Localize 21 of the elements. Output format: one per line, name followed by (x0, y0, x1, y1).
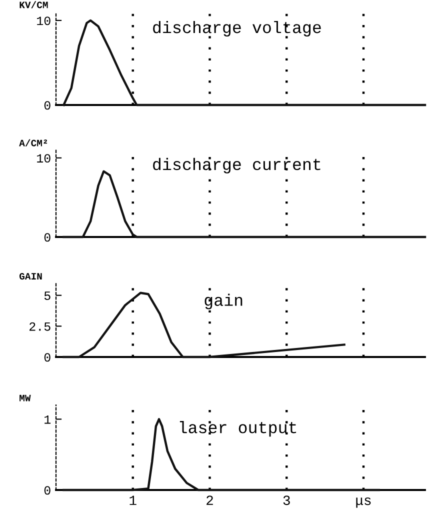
y-tick-label: 0 (44, 101, 50, 110)
y-axis-title: KV/CM (20, 1, 48, 8)
y-tick-label: 0 (44, 486, 50, 495)
x-tick-label: 2 (206, 496, 213, 505)
y-tick-label: 0 (44, 353, 50, 362)
y-tick-label: 2.5 (30, 322, 50, 331)
y-tick-label: 1 (44, 415, 51, 424)
x-tick-label: μs (356, 497, 371, 508)
y-axis-title: MW (20, 394, 31, 402)
text: laser output (180, 421, 296, 437)
text: gain (204, 294, 242, 310)
x-tick-label: 3 (283, 496, 290, 506)
y-axis-title: GAIN (19, 273, 42, 280)
chart-title: discharge current (153, 158, 320, 174)
text: discharge voltage (153, 20, 321, 36)
y-tick-label: 10 (37, 154, 50, 163)
y-axis-title: A/CM² (19, 139, 48, 146)
x-tick-label: 1 (130, 496, 136, 505)
y-tick-label: 0 (44, 233, 50, 242)
y-tick-label: 5 (44, 292, 50, 300)
y-tick-label: 10 (37, 16, 50, 26)
